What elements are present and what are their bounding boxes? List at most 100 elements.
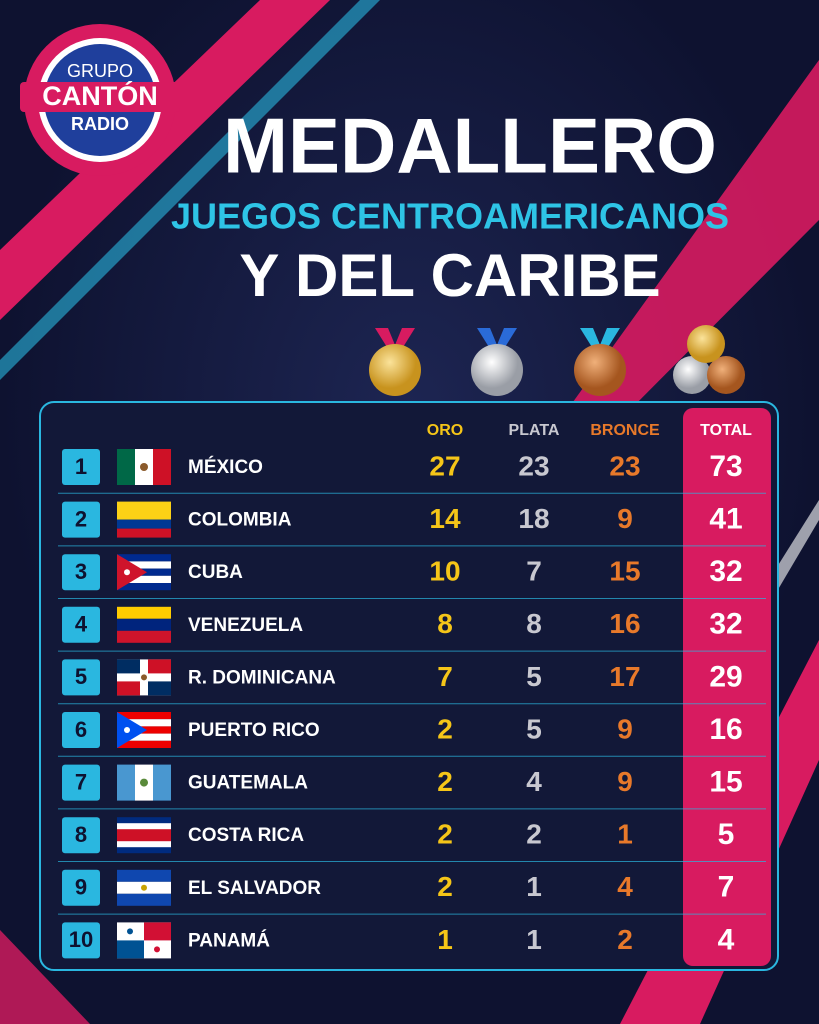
flag-part (153, 764, 171, 801)
flag-part (117, 606, 171, 619)
flag-part (141, 674, 147, 681)
medal-count: 2 (437, 819, 453, 850)
medal-count: 5 (718, 818, 735, 851)
country: COLOMBIA (188, 510, 292, 531)
country: MÉXICO (188, 456, 263, 478)
flag (117, 712, 171, 748)
flag-part (117, 501, 171, 520)
medal-count: 1 (526, 924, 542, 955)
flag-part (117, 630, 171, 643)
medal-count: 16 (609, 608, 640, 639)
total-column (683, 408, 771, 966)
country: COSTA RICA (188, 825, 304, 846)
title: MEDALLERO (223, 102, 717, 190)
rank: 4 (75, 612, 88, 637)
medal-count: 10 (429, 556, 460, 587)
rank: 7 (75, 769, 87, 794)
flag-part (117, 519, 171, 529)
flag (117, 501, 171, 538)
logo: GRUPO CANTÓN RADIO (20, 24, 180, 176)
flag-part (117, 869, 171, 882)
flag (117, 869, 171, 906)
medal-count: 2 (617, 924, 633, 955)
rank-badge (62, 606, 100, 643)
flag-part (117, 583, 171, 591)
flag-part (117, 561, 171, 569)
flag-part (117, 618, 171, 631)
medal-count: 4 (526, 766, 542, 797)
rank: 1 (75, 454, 87, 479)
flag-part (117, 659, 140, 674)
medal-count: 8 (526, 608, 542, 639)
medal-count: 15 (709, 766, 742, 799)
flag (117, 449, 171, 485)
flag-part (117, 449, 135, 485)
rank: 3 (75, 559, 87, 584)
flag-part (117, 528, 171, 538)
medal-count: 18 (518, 503, 549, 534)
medal-count: 9 (617, 713, 633, 744)
column-header: PLATA (509, 422, 560, 439)
country: PANAMÁ (188, 929, 270, 951)
column-header: TOTAL (700, 422, 752, 439)
flag-part (154, 946, 160, 953)
medal-count: 7 (437, 661, 453, 692)
flag (117, 659, 171, 696)
country: EL SALVADOR (188, 878, 321, 899)
medal-count: 1 (526, 871, 542, 902)
flag-part (117, 829, 171, 842)
logo-text: RADIO (71, 114, 129, 134)
rank-badge (62, 449, 100, 485)
rank: 8 (75, 822, 87, 847)
rank-badge (62, 869, 100, 906)
medal-count: 2 (437, 871, 453, 902)
flag-part (117, 940, 144, 959)
rank: 6 (75, 717, 87, 742)
medal-count: 9 (617, 766, 633, 797)
rank-badge (62, 659, 100, 696)
rank: 5 (75, 664, 87, 689)
flag-part (117, 719, 171, 727)
rank-badge (62, 554, 100, 591)
flag-part (148, 659, 171, 674)
medal-count: 23 (518, 450, 549, 481)
medal-count: 8 (437, 608, 453, 639)
medal-count: 23 (609, 450, 640, 481)
medal-count: 32 (709, 555, 742, 588)
rank-badge (62, 501, 100, 538)
medal-count: 15 (609, 556, 640, 587)
medal-count: 1 (437, 924, 453, 955)
flag-part (117, 740, 171, 748)
flag-part (117, 554, 171, 562)
medal-icons (369, 325, 745, 396)
rank: 10 (69, 927, 93, 952)
medal-count: 73 (709, 450, 742, 483)
medal-count: 4 (617, 871, 633, 902)
medal-count: 2 (526, 819, 542, 850)
flag-part (117, 681, 140, 696)
flag (117, 922, 171, 959)
flag-part (124, 727, 130, 733)
rank-badge (62, 922, 100, 959)
subtitle: JUEGOS CENTROAMERICANOS (171, 196, 729, 237)
flag (117, 764, 171, 801)
rank-badge (62, 764, 100, 801)
flag-part (127, 928, 133, 935)
rank: 2 (75, 506, 87, 531)
flag-part (153, 449, 171, 485)
medal-count: 16 (709, 713, 742, 746)
flag-part (140, 463, 148, 471)
country: VENEZUELA (188, 615, 303, 636)
flag-part (141, 884, 147, 891)
flag-part (117, 712, 147, 748)
medal-count: 27 (429, 450, 460, 481)
flag-part (117, 893, 171, 906)
country: GUATEMALA (188, 773, 308, 794)
flag-part (117, 575, 171, 583)
column-header: ORO (427, 422, 463, 439)
subtitle: Y DEL CARIBE (239, 242, 660, 309)
flag-part (140, 778, 148, 787)
logo-text: CANTÓN (42, 80, 158, 111)
medal-count: 29 (709, 660, 742, 693)
